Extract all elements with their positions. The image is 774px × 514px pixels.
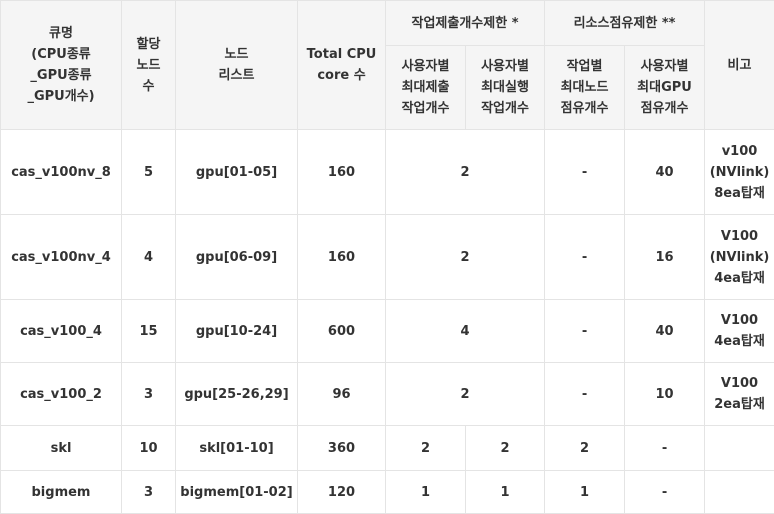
cell-job-limit: 2 — [386, 363, 545, 426]
cell-max-nodes: - — [545, 130, 625, 215]
cell-cpu: 600 — [298, 300, 386, 363]
cell-max-gpu: - — [625, 471, 705, 514]
header-queue-name: 큐명 (CPU종류 _GPU종류 _GPU개수) — [1, 1, 122, 130]
cell-cpu: 120 — [298, 471, 386, 514]
cell-queue: cas_v100_4 — [1, 300, 122, 363]
cell-nodes: 4 — [122, 215, 176, 300]
cell-max-run: 2 — [466, 426, 545, 471]
cell-node-list: gpu[06-09] — [176, 215, 298, 300]
cell-max-gpu: - — [625, 426, 705, 471]
table-body: cas_v100nv_8 5 gpu[01-05] 160 2 - 40 v10… — [1, 130, 774, 514]
header-resource-limit: 리소스점유제한 ** — [545, 1, 705, 46]
cell-cpu: 360 — [298, 426, 386, 471]
table-row: skl 10 skl[01-10] 360 2 2 2 - — [1, 426, 774, 471]
cell-nodes: 3 — [122, 471, 176, 514]
cell-max-nodes: 2 — [545, 426, 625, 471]
cell-nodes: 5 — [122, 130, 176, 215]
cell-queue: cas_v100nv_4 — [1, 215, 122, 300]
cell-cpu: 160 — [298, 215, 386, 300]
header-max-run: 사용자별 최대실행 작업개수 — [466, 46, 545, 130]
cell-node-list: skl[01-10] — [176, 426, 298, 471]
cell-cpu: 160 — [298, 130, 386, 215]
cell-max-nodes: - — [545, 300, 625, 363]
header-job-submit-limit: 작업제출개수제한 * — [386, 1, 545, 46]
cell-max-nodes: - — [545, 215, 625, 300]
cell-max-gpu: 16 — [625, 215, 705, 300]
header-total-cpu: Total CPU core 수 — [298, 1, 386, 130]
cell-note — [705, 426, 774, 471]
cell-node-list: bigmem[01-02] — [176, 471, 298, 514]
cell-max-gpu: 40 — [625, 300, 705, 363]
cell-queue: cas_v100nv_8 — [1, 130, 122, 215]
cell-max-submit: 1 — [386, 471, 466, 514]
header-max-gpu: 사용자별 최대GPU 점유개수 — [625, 46, 705, 130]
cell-note: V100 (NVlink) 4ea탑재 — [705, 215, 774, 300]
header-max-submit: 사용자별 최대제출 작업개수 — [386, 46, 466, 130]
cell-job-limit: 4 — [386, 300, 545, 363]
cell-note: V100 2ea탑재 — [705, 363, 774, 426]
cell-max-gpu: 10 — [625, 363, 705, 426]
table-row: cas_v100_4 15 gpu[10-24] 600 4 - 40 V100… — [1, 300, 774, 363]
cell-max-gpu: 40 — [625, 130, 705, 215]
cell-queue: skl — [1, 426, 122, 471]
header-max-nodes: 작업별 최대노드 점유개수 — [545, 46, 625, 130]
cell-queue: cas_v100_2 — [1, 363, 122, 426]
cell-max-submit: 2 — [386, 426, 466, 471]
cell-job-limit: 2 — [386, 130, 545, 215]
cell-max-nodes: - — [545, 363, 625, 426]
header-note: 비고 — [705, 1, 774, 130]
cell-nodes: 10 — [122, 426, 176, 471]
cell-note: v100 (NVlink) 8ea탑재 — [705, 130, 774, 215]
cell-cpu: 96 — [298, 363, 386, 426]
header-node-list: 노드 리스트 — [176, 1, 298, 130]
table-row: cas_v100_2 3 gpu[25-26,29] 96 2 - 10 V10… — [1, 363, 774, 426]
cell-node-list: gpu[01-05] — [176, 130, 298, 215]
cell-note: V100 4ea탑재 — [705, 300, 774, 363]
cell-nodes: 15 — [122, 300, 176, 363]
header-allocated-nodes: 할당 노드 수 — [122, 1, 176, 130]
cell-note — [705, 471, 774, 514]
table-row: cas_v100nv_4 4 gpu[06-09] 160 2 - 16 V10… — [1, 215, 774, 300]
cell-node-list: gpu[25-26,29] — [176, 363, 298, 426]
cell-job-limit: 2 — [386, 215, 545, 300]
cell-node-list: gpu[10-24] — [176, 300, 298, 363]
table-row: cas_v100nv_8 5 gpu[01-05] 160 2 - 40 v10… — [1, 130, 774, 215]
table-header: 큐명 (CPU종류 _GPU종류 _GPU개수) 할당 노드 수 노드 리스트 … — [1, 1, 774, 130]
table-row: bigmem 3 bigmem[01-02] 120 1 1 1 - — [1, 471, 774, 514]
cell-max-run: 1 — [466, 471, 545, 514]
cell-queue: bigmem — [1, 471, 122, 514]
cell-max-nodes: 1 — [545, 471, 625, 514]
cell-nodes: 3 — [122, 363, 176, 426]
